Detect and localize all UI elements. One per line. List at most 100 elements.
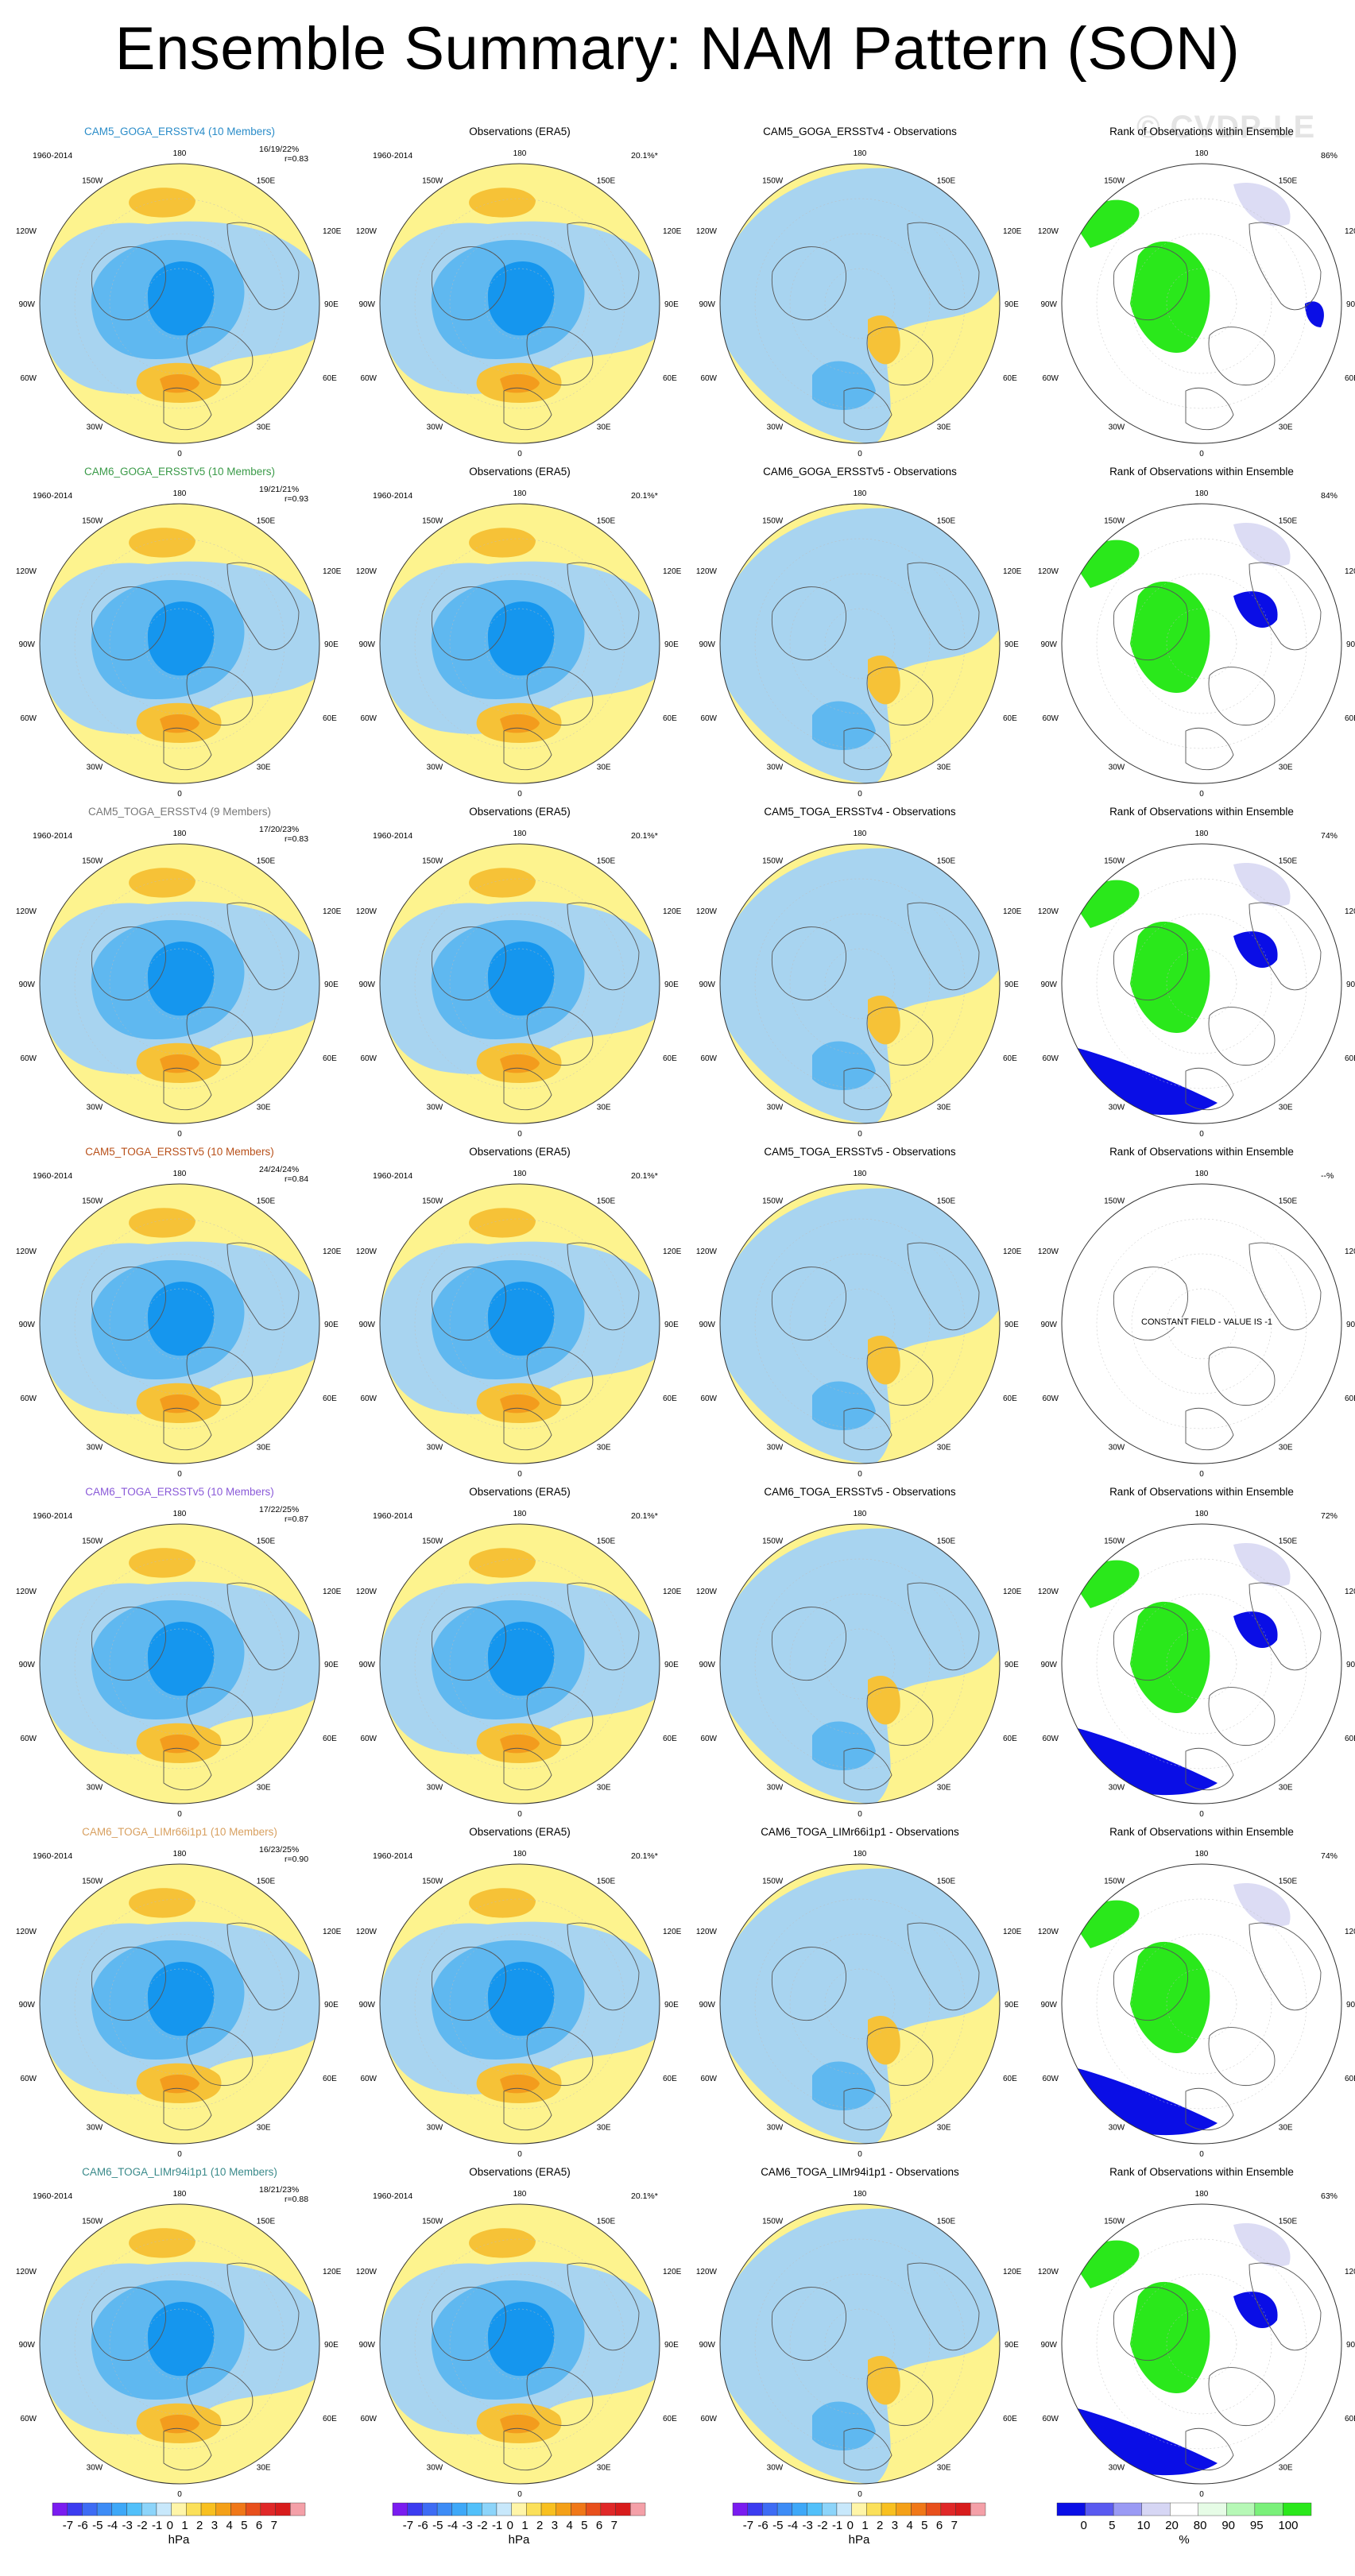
longitude-label: 120W [356,1588,377,1596]
longitude-label: 150E [1279,1878,1298,1886]
neg-anomaly-mid [812,701,876,750]
rank-map: 180 150W 150E 120W 120E 90W 90E 60W 60E 30W 30E 0 [1038,149,1355,458]
pos-anomaly-pacific [129,2228,196,2258]
longitude-label: 150E [257,1197,276,1206]
coastline [186,1007,254,1066]
longitude-label: 60E [663,2415,677,2423]
longitude-label: 0 [177,1130,182,1139]
coastline [91,926,167,1001]
longitude-label: 30W [87,423,103,431]
period-label: 1960-2014 [33,1851,73,1861]
longitude-label: 30E [937,1783,951,1792]
colorbar-swatch [141,2502,157,2516]
coastline [907,1242,980,1331]
longitude-label: 30E [1279,1443,1293,1452]
pos-anomaly-pacific [469,868,536,898]
pos-anomaly-pacific [469,2228,536,2258]
colorbar-swatch [615,2502,631,2516]
longitude-label: 60E [323,1735,337,1743]
longitude-label: 150E [937,1537,956,1546]
longitude-label: 90W [18,1321,35,1329]
latitude-circle [414,1558,625,1770]
latitude-circle [449,1933,590,2075]
colorbar-swatch [1113,2502,1142,2516]
colorbar-swatch [451,2502,467,2516]
coastline [907,562,980,651]
longitude-label: 60E [663,714,677,723]
latitude-circle [1096,198,1307,409]
longitude-label: 60E [1003,1394,1017,1403]
model-map: 180 150W 150E 120W 120E 90W 90E 60W 60E 30W 30E 0 [16,1510,342,1819]
colorbar-swatch [52,2502,68,2516]
coastline [1249,2262,1322,2351]
longitude-label: 180 [173,1170,187,1178]
colorbar-tick-label: 1 [181,2519,188,2532]
pct-colorbar-rank [1056,2502,1312,2516]
longitude-label: 90E [1005,2001,1019,2009]
latitude-circle [824,1288,896,1360]
latitude-circle [1166,1628,1237,1700]
map-border [1061,1863,1342,2145]
latitude-circle [1166,948,1237,1019]
rank-percent: 74% [1321,1851,1338,1861]
coastline [226,902,300,991]
latitude-circle [74,878,285,1089]
latitude-circle [109,1593,250,1735]
longitude-label: 30E [257,1783,271,1792]
variance-ratio: 19/21/21% [259,485,300,494]
colorbar-swatch [467,2502,482,2516]
colorbar-swatch [540,2502,556,2516]
longitude-label: 150E [1279,857,1298,866]
longitude-label: 90W [358,1321,375,1329]
coastline [1249,562,1322,651]
longitude-label: 30E [597,2463,611,2472]
coastline [503,1407,552,1451]
latitude-circle [484,2308,556,2380]
longitude-label: 120W [356,567,377,576]
rank-percent: 63% [1321,2191,1338,2201]
obs-map: 180 150W 150E 120W 120E 90W 90E 60W 60E 30W 30E 0 [356,1850,682,2159]
neg-anomaly-core [488,941,555,1016]
colorbar-tick-label: 7 [270,2519,277,2532]
coastline [526,327,594,386]
diff-map: 180 150W 150E 120W 120E 90W 90E 60W 60E 30W 30E 0 [696,149,1022,458]
longitude-label: 90W [1040,640,1057,649]
longitude-label: 90W [1040,300,1057,309]
longitude-label: 120W [696,1588,718,1596]
longitude-label: 60E [1345,1394,1355,1403]
neg-anomaly-core [488,601,555,676]
longitude-label: 30W [1109,1443,1125,1452]
coastline [866,2367,934,2427]
model-panel-title: CAM5_TOGA_ERSSTv4 (9 Members) [87,806,272,818]
diff-panel-title: CAM5_GOGA_ERSSTv4 - Observations [763,126,957,137]
longitude-label: 150E [1279,177,1298,186]
colorbar-tick-label: -7 [62,2519,74,2532]
longitude-label: 90E [664,1661,679,1669]
longitude-label: 150W [1104,857,1125,866]
latitude-circle [754,1218,966,1429]
longitude-label: 180 [1195,489,1209,498]
map-border [1061,2203,1342,2485]
longitude-label: 90W [18,1661,35,1669]
colorbar-tick-label: 100 [1278,2519,1299,2532]
coastline [866,2027,934,2087]
longitude-label: 0 [177,1470,182,1479]
constant-field-label: CONSTANT FIELD - VALUE IS -1 [1140,1317,1275,1327]
longitude-label: 150E [257,857,276,866]
longitude-label: 150E [1279,2218,1298,2226]
coastline [186,2367,254,2427]
longitude-label: 90W [358,1661,375,1669]
colorbar-tick-label: 0 [846,2519,854,2532]
colorbar-swatch [496,2502,512,2516]
longitude-label: 120E [1003,567,1022,576]
coastline [843,1067,892,1111]
longitude-label: 90W [1040,2341,1057,2350]
longitude-label: 120E [323,1247,342,1256]
latitude-circle [824,948,896,1019]
model-map: 180 150W 150E 120W 120E 90W 90E 60W 60E 30W 30E 0 [16,149,342,458]
longitude-label: 90E [324,2341,339,2350]
longitude-label: 90W [18,640,35,649]
longitude-label: 150E [597,517,616,526]
model-panel-title: CAM6_TOGA_LIMr94i1p1 (10 Members) [82,2166,277,2178]
colorbar-unit: hPa [168,2533,190,2547]
